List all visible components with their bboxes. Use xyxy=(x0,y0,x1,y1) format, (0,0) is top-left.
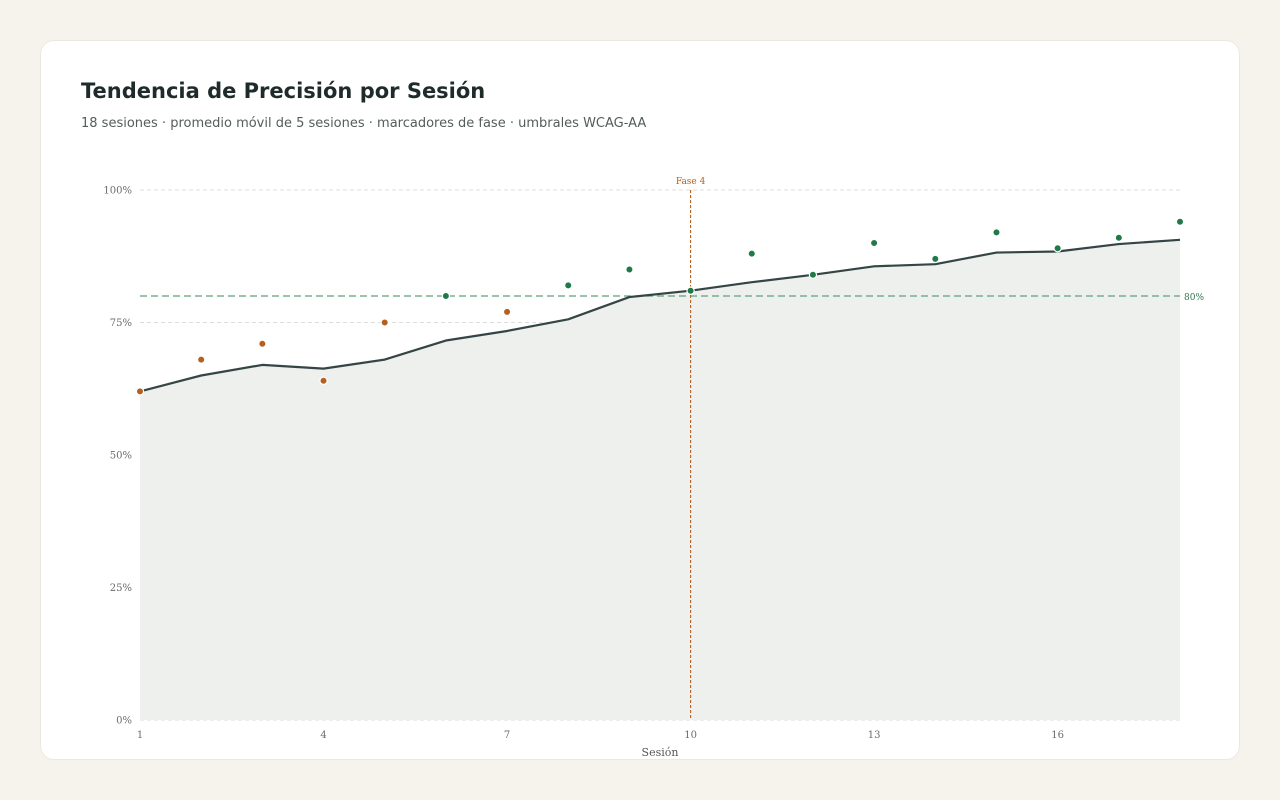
phase-layer: Fase 4 xyxy=(676,177,706,720)
x-tick-label: 16 xyxy=(1051,730,1064,741)
session-point xyxy=(258,339,267,348)
x-tick-label: 7 xyxy=(504,730,510,741)
threshold-label: 80% xyxy=(1184,293,1204,303)
y-tick-label: 100% xyxy=(103,186,132,197)
session-point xyxy=(1053,244,1062,253)
page-subtitle: 18 sesiones · promedio móvil de 5 sesion… xyxy=(81,116,647,131)
session-point xyxy=(196,355,206,364)
y-tick-label: 75% xyxy=(110,318,132,329)
x-tick-label: 1 xyxy=(137,730,143,741)
line-layer xyxy=(139,238,1181,393)
session-point xyxy=(1175,217,1185,226)
points-layer xyxy=(135,217,1185,396)
phase-marker-label: Fase 4 xyxy=(676,177,706,187)
x-tick-label: 13 xyxy=(868,730,881,741)
y-tick-label: 0% xyxy=(116,716,132,727)
session-point xyxy=(502,307,512,317)
x-tick-label: 4 xyxy=(320,730,326,741)
session-point xyxy=(441,291,451,301)
page-title: Tendencia de Precisión por Sesión xyxy=(81,79,486,103)
ticks-layer: 0% 25% 50% 75% 100% 1 4 7 10 13 16 xyxy=(103,186,1064,742)
area-layer xyxy=(140,239,1180,720)
moving-average-line xyxy=(139,238,1181,393)
threshold-layer: 80% xyxy=(140,293,1204,303)
session-point xyxy=(992,228,1001,237)
session-point xyxy=(686,286,695,295)
x-axis-label: Sesión xyxy=(642,746,679,759)
session-point xyxy=(808,270,818,279)
x-tick-label: 10 xyxy=(684,730,697,741)
session-point xyxy=(1114,233,1124,242)
y-tick-label: 50% xyxy=(110,451,132,462)
moving-average-area xyxy=(140,239,1180,720)
session-point xyxy=(135,387,145,396)
session-point xyxy=(319,376,328,385)
session-point xyxy=(869,238,879,248)
session-point xyxy=(931,254,940,264)
session-point xyxy=(564,281,573,290)
session-point xyxy=(747,249,756,258)
session-point xyxy=(380,318,389,327)
y-tick-label: 25% xyxy=(110,583,132,594)
session-point xyxy=(625,265,634,274)
